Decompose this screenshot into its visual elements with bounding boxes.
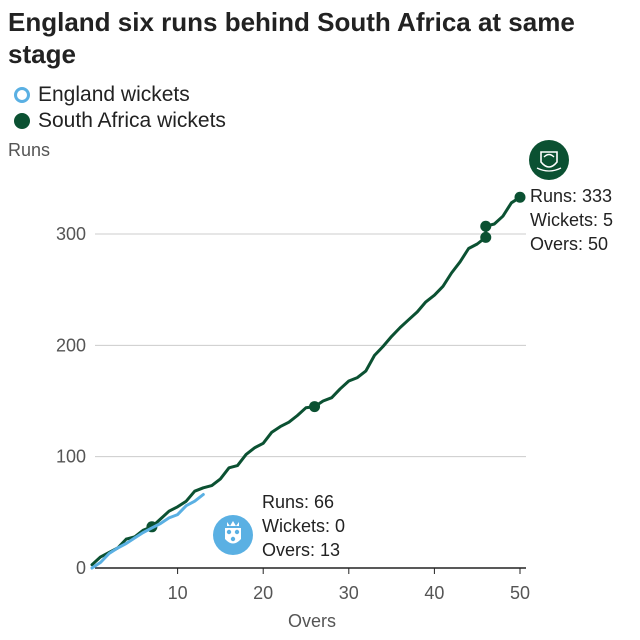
y-tick-label-100: 100 (56, 447, 86, 467)
x-tick-label-40: 40 (424, 583, 444, 603)
south-africa-wicket-marker-icon (14, 113, 30, 129)
legend-label-south-africa: South Africa wickets (38, 109, 226, 132)
england-crest-lion-2 (234, 529, 240, 535)
legend: England wickets South Africa wickets (12, 82, 226, 134)
y-tick-label-300: 300 (56, 224, 86, 244)
eng-wickets-text: Wickets: 0 (262, 516, 346, 536)
legend-label-england: England wickets (38, 83, 190, 106)
england-crest-lion-1 (226, 529, 232, 535)
south-africa-crest-icon (529, 140, 569, 180)
x-tick-label-10: 10 (168, 583, 188, 603)
south-africa-wicket-point-3 (480, 231, 492, 243)
sa-overs-text: Overs: 50 (530, 234, 609, 254)
eng-overs-text: Overs: 13 (262, 540, 341, 560)
legend-item-south-africa: South Africa wickets (12, 108, 226, 134)
x-tick-label-50: 50 (510, 583, 530, 603)
england-line (90, 493, 205, 570)
south-africa-crest-shield (540, 151, 558, 168)
chart-title: England six runs behind South Africa at … (8, 7, 575, 69)
england-wicket-marker-icon (14, 87, 30, 103)
south-africa-wicket-point-2 (309, 401, 321, 413)
sa-wickets-text: Wickets: 5 (530, 210, 614, 230)
south-africa-crest-banner (536, 167, 562, 172)
south-africa-wicket-point-4 (480, 220, 492, 232)
england-crest-crown (227, 521, 239, 526)
x-tick-label-20: 20 (253, 583, 273, 603)
south-africa-wicket-point-5 (514, 191, 526, 203)
eng-runs-text: Runs: 66 (262, 492, 335, 512)
england-annotation: Runs: 66 Wickets: 0 Overs: 13 (262, 490, 345, 562)
sa-runs-text: Runs: 333 (530, 186, 613, 206)
x-tick-label-30: 30 (339, 583, 359, 603)
south-africa-annotation: Runs: 333 Wickets: 5 Overs: 50 (530, 184, 613, 256)
south-africa-crest-detail (543, 153, 555, 158)
y-axis-label: Runs (8, 140, 51, 160)
x-axis-label: Overs (288, 611, 337, 631)
y-tick-label-200: 200 (56, 335, 86, 355)
y-tick-label-0: 0 (76, 558, 86, 578)
legend-item-england: England wickets (12, 82, 226, 108)
england-crest-lion-3 (230, 536, 236, 542)
